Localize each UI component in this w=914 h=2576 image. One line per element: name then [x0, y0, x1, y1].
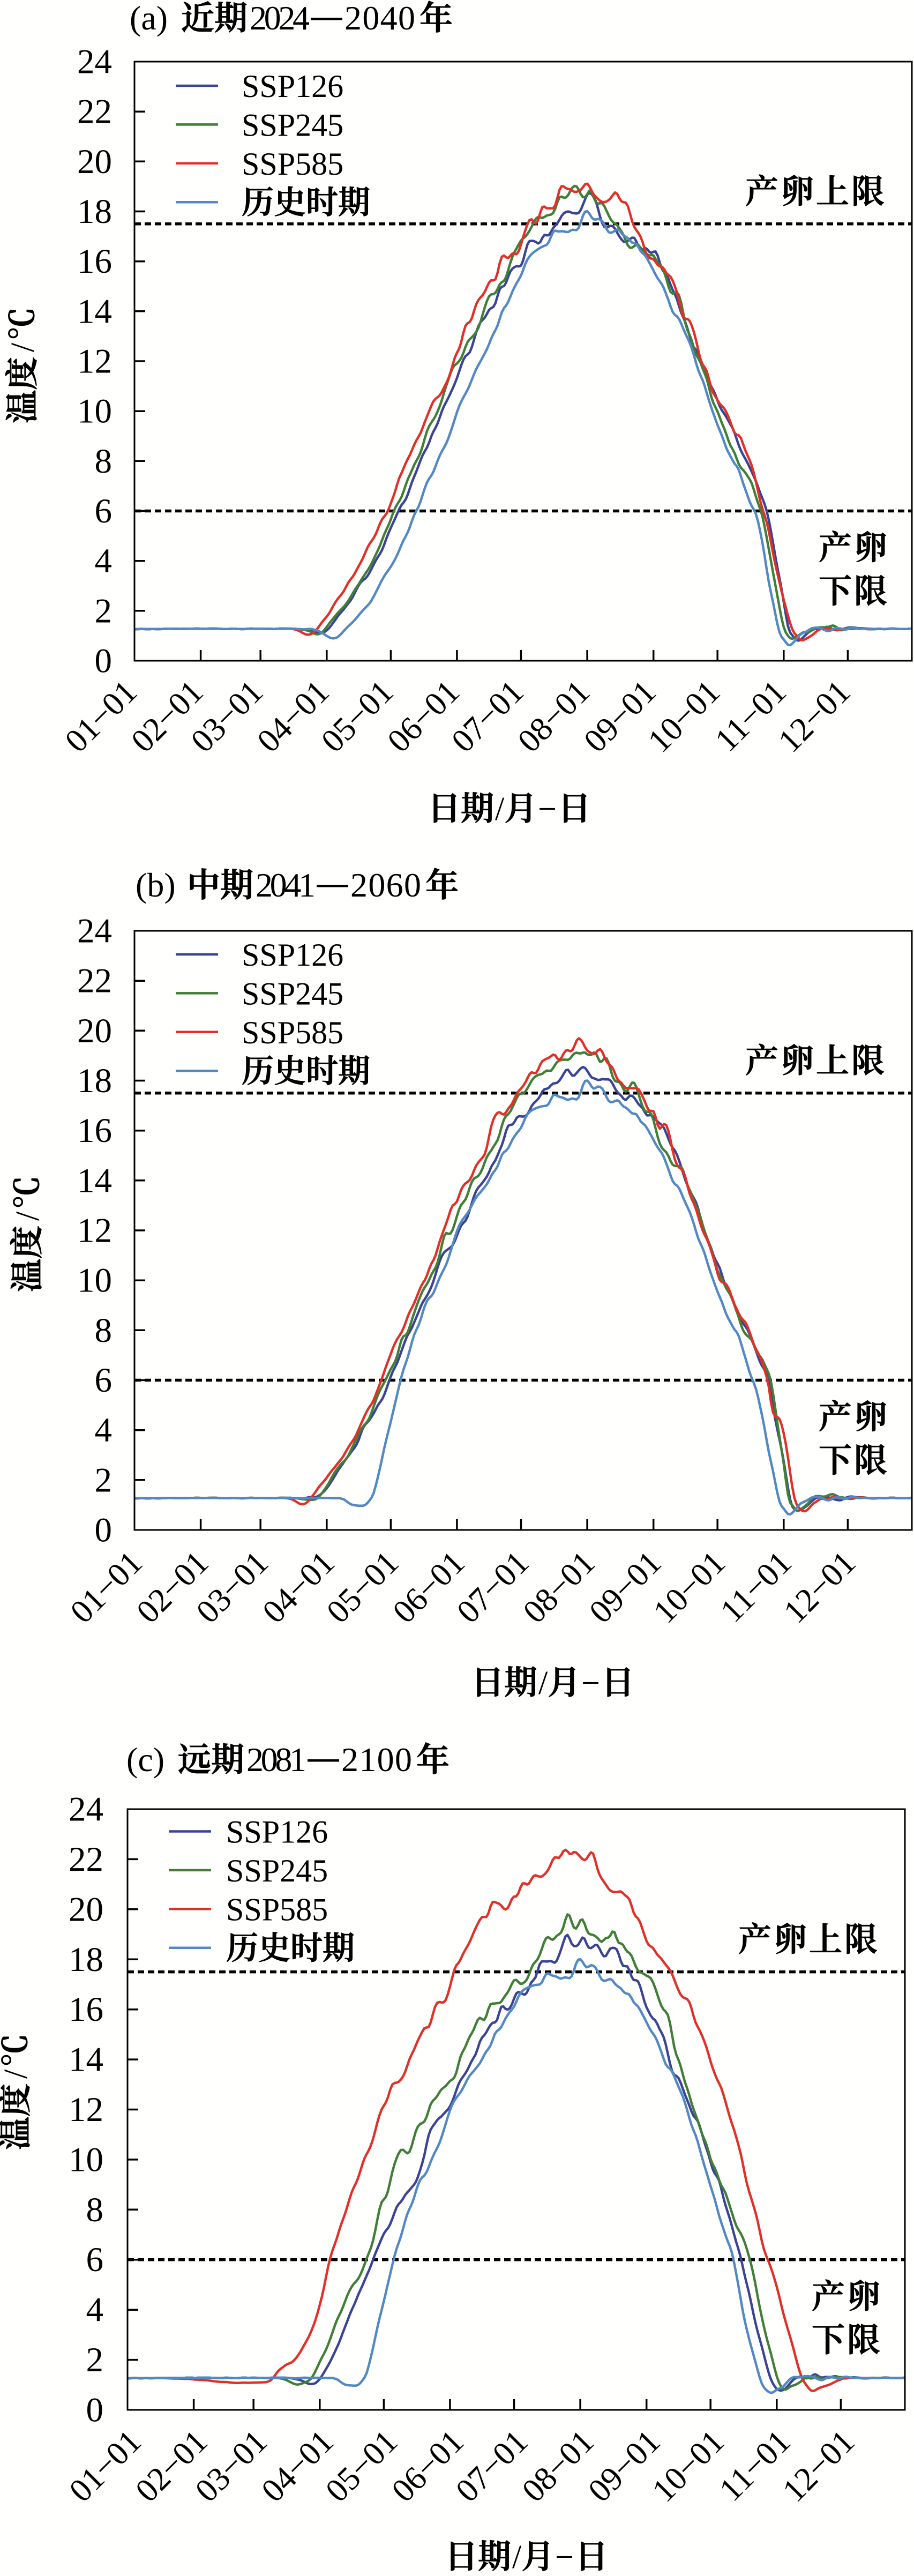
- svg-text:−: −: [538, 791, 557, 827]
- svg-text:22: 22: [77, 93, 112, 131]
- svg-text:SSP245: SSP245: [242, 976, 343, 1011]
- svg-text:10: 10: [69, 2140, 103, 2179]
- svg-text:−: −: [581, 1665, 600, 1701]
- svg-text:SSP126: SSP126: [242, 937, 343, 973]
- svg-text:SSP245: SSP245: [242, 107, 343, 143]
- svg-text:/: /: [0, 2069, 34, 2079]
- svg-text:14: 14: [69, 2041, 103, 2079]
- svg-text:10: 10: [77, 1261, 112, 1300]
- svg-text:SSP245: SSP245: [226, 1853, 328, 1888]
- svg-text:4: 4: [95, 1411, 113, 1450]
- svg-text:SSP585: SSP585: [242, 146, 343, 182]
- svg-text:−: −: [555, 2539, 574, 2575]
- svg-text:0: 0: [95, 642, 113, 681]
- svg-text:/: /: [495, 791, 505, 827]
- svg-text:12: 12: [77, 342, 112, 381]
- svg-text:12: 12: [69, 2090, 103, 2129]
- svg-text:20: 20: [69, 1890, 103, 1929]
- svg-text:12: 12: [77, 1212, 112, 1250]
- svg-text:0: 0: [95, 1511, 113, 1550]
- svg-text:6: 6: [95, 492, 113, 531]
- svg-text:SSP585: SSP585: [226, 1892, 328, 1927]
- svg-text:22: 22: [77, 962, 112, 1000]
- svg-text:16: 16: [77, 242, 112, 281]
- svg-text:18: 18: [77, 192, 112, 231]
- svg-text:2060: 2060: [350, 866, 421, 904]
- svg-text:24: 24: [77, 912, 112, 951]
- svg-text:(c): (c): [126, 1741, 164, 1779]
- svg-text:2: 2: [95, 1461, 113, 1499]
- svg-text:2040: 2040: [344, 0, 415, 37]
- svg-text:SSP126: SSP126: [242, 69, 343, 104]
- svg-text:/: /: [5, 342, 41, 352]
- svg-text:2081: 2081: [246, 1741, 306, 1779]
- svg-text:18: 18: [69, 1940, 103, 1979]
- svg-text:8: 8: [86, 2191, 104, 2229]
- svg-text:4: 4: [95, 542, 113, 580]
- svg-text:22: 22: [69, 1840, 103, 1879]
- svg-text:/: /: [538, 1665, 548, 1701]
- svg-text:/: /: [10, 1211, 46, 1221]
- svg-text:(a): (a): [130, 0, 168, 37]
- svg-text:16: 16: [69, 1990, 103, 2029]
- svg-text:SSP585: SSP585: [242, 1015, 343, 1050]
- svg-text:2100: 2100: [341, 1741, 412, 1779]
- svg-text:10: 10: [77, 392, 112, 431]
- svg-text:6: 6: [95, 1361, 113, 1400]
- svg-text:SSP126: SSP126: [226, 1815, 328, 1850]
- svg-text:16: 16: [77, 1111, 112, 1150]
- svg-text:2: 2: [95, 592, 113, 630]
- svg-text:24: 24: [77, 43, 112, 81]
- svg-text:2041: 2041: [256, 866, 316, 904]
- svg-text:/: /: [512, 2539, 522, 2575]
- svg-text:4: 4: [86, 2291, 104, 2329]
- svg-text:18: 18: [77, 1062, 112, 1100]
- svg-text:6: 6: [86, 2241, 104, 2279]
- svg-text:20: 20: [77, 143, 112, 181]
- svg-text:8: 8: [95, 1311, 113, 1350]
- svg-text:14: 14: [77, 1161, 112, 1200]
- svg-text:8: 8: [95, 442, 113, 481]
- svg-text:14: 14: [77, 292, 112, 331]
- svg-text:24: 24: [69, 1790, 103, 1829]
- svg-text:(b): (b): [136, 866, 176, 904]
- svg-text:2024: 2024: [250, 0, 310, 37]
- svg-text:2: 2: [86, 2341, 104, 2379]
- svg-text:20: 20: [77, 1012, 112, 1050]
- svg-text:0: 0: [86, 2391, 104, 2430]
